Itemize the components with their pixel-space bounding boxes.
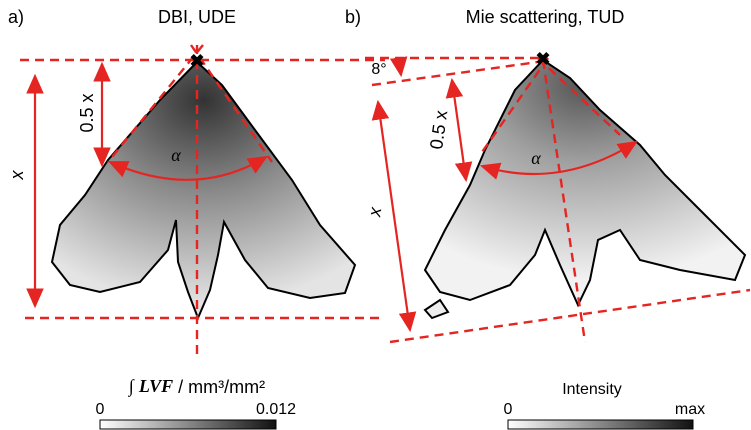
half-length-label: 0.5 x (77, 93, 97, 132)
panel-title: DBI, UDE (158, 7, 236, 27)
spray-image (425, 60, 745, 305)
nozzle-marker: ✖ (535, 49, 550, 69)
colorbar-title: ∫ LVF / mm³/mm² (128, 376, 265, 397)
integral-sign: ∫ (128, 376, 135, 397)
half-length-label: 0.5 x (426, 109, 451, 150)
spray-image (52, 62, 355, 318)
panel-label: a) (8, 7, 24, 27)
length-label: x (364, 205, 385, 219)
colorbar-min: 0 (504, 401, 513, 418)
panel-title: Mie scattering, TUD (466, 7, 625, 27)
length-label: x (7, 170, 27, 181)
colorbar (100, 420, 276, 429)
colorbar-min: 0 (96, 401, 105, 418)
colorbar-max: 0.012 (256, 401, 296, 418)
angle-label: α (171, 145, 181, 165)
reference-line (390, 290, 750, 342)
panel-b: b) Mie scattering, TUD ✖ 8° x 0.5 x α In… (345, 7, 750, 429)
figure: a) DBI, UDE ✖ x 0.5 x α ∫ LVF / mm³/mm² … (0, 0, 751, 430)
colorbar (508, 420, 693, 429)
droplet-cluster (425, 300, 448, 318)
panel-a: a) DBI, UDE ✖ x 0.5 x α ∫ LVF / mm³/mm² … (7, 7, 385, 429)
half-length-arrow (452, 80, 466, 180)
tilt-arrow (399, 60, 401, 75)
panel-label: b) (345, 7, 361, 27)
angle-label: α (531, 148, 541, 168)
colorbar-title: Intensity (562, 381, 622, 398)
colorbar-max: max (675, 401, 705, 418)
nozzle-marker: ✖ (189, 51, 204, 71)
unit: / mm³/mm² (178, 377, 265, 397)
tilt-label: 8° (371, 61, 386, 78)
quantity: LVF (138, 376, 173, 396)
tilted-line (372, 61, 545, 85)
